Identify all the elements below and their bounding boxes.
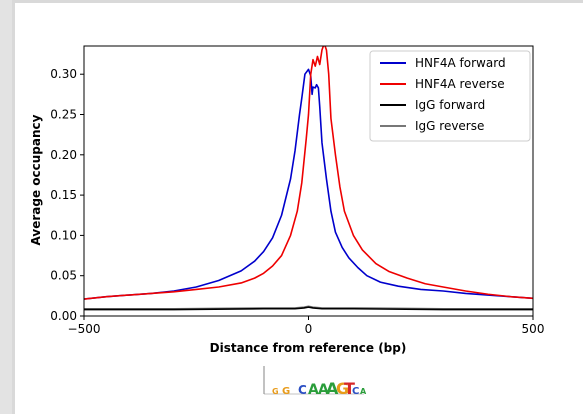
legend-label: HNF4A reverse [415, 77, 505, 91]
motif-letter: T [344, 379, 355, 398]
series-line-2 [84, 306, 533, 311]
motif-letter: A [360, 387, 367, 396]
y-tick-label: 0.05 [50, 269, 77, 283]
y-tick-label: 0.15 [50, 188, 77, 202]
x-axis-label: Distance from reference (bp) [210, 341, 407, 355]
y-tick-label: 0.10 [50, 228, 77, 242]
x-tick-label: 500 [522, 322, 545, 336]
series-line-3 [84, 305, 533, 310]
panel-border-top [12, 0, 583, 3]
motif-letter: A [308, 382, 319, 398]
x-tick-label: −500 [68, 322, 101, 336]
series-line-1 [84, 46, 533, 300]
legend-label: IgG reverse [415, 119, 484, 133]
legend-box [369, 50, 531, 142]
x-tick-label: 0 [305, 322, 313, 336]
series-line-0 [84, 68, 533, 300]
motif-letter: C [298, 383, 307, 397]
axes-layer: −500 0 500 0.00 0.05 0.10 0.15 0.20 0.25 0.30 [50, 45, 545, 336]
y-tick-label: 0.30 [50, 67, 77, 81]
legend-label: HNF4A forward [415, 56, 506, 70]
motif-letter: G [336, 379, 349, 398]
motif-letter: G [282, 386, 290, 397]
y-tick-label: 0.25 [50, 108, 77, 122]
motif-letter: C [352, 386, 359, 397]
legend-label: IgG forward [415, 98, 485, 112]
motif-letter: G [272, 387, 279, 396]
motif-letter: A [326, 379, 339, 398]
series-layer [84, 46, 533, 311]
panel-border-left [12, 0, 15, 414]
legend: HNF4A forward HNF4A reverse IgG forward IgG… [369, 50, 531, 142]
motif-letter: A [318, 382, 329, 398]
y-tick-label: 0.20 [50, 148, 77, 162]
y-tick-label: 0.00 [50, 309, 77, 323]
y-axis-label: Average occupancy [29, 114, 43, 245]
